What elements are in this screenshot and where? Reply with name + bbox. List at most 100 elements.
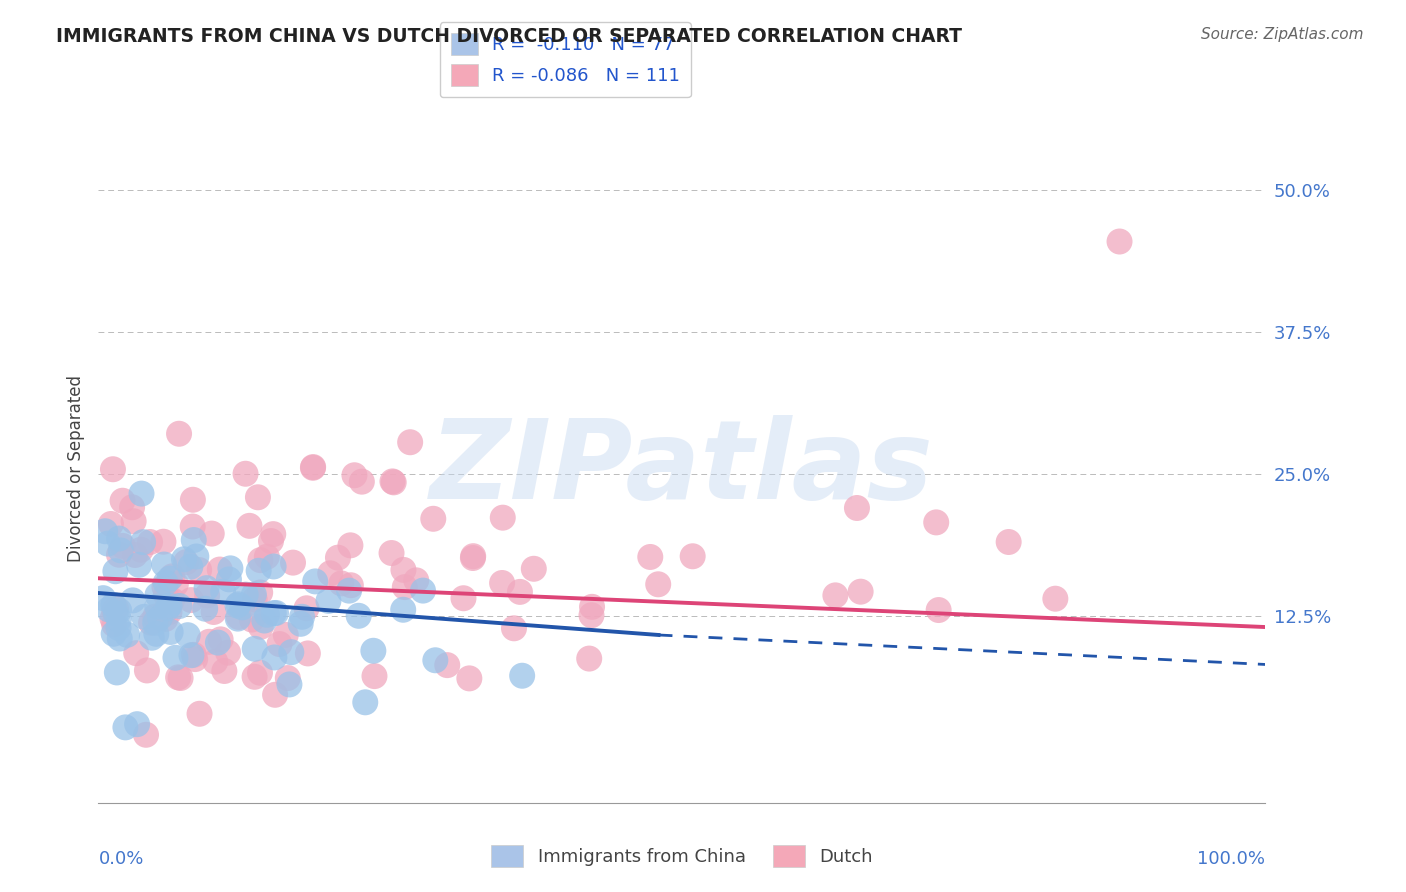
Point bbox=[180, 593, 202, 607]
Point bbox=[131, 486, 153, 500]
Point bbox=[181, 519, 204, 533]
Point bbox=[155, 575, 177, 590]
Point bbox=[155, 588, 177, 602]
Point bbox=[160, 569, 183, 583]
Point bbox=[110, 543, 132, 558]
Point bbox=[121, 500, 143, 515]
Point bbox=[363, 669, 385, 683]
Point bbox=[235, 588, 257, 602]
Text: ZIPatlas: ZIPatlas bbox=[430, 415, 934, 522]
Point bbox=[214, 664, 236, 678]
Point bbox=[149, 610, 172, 624]
Point bbox=[243, 670, 266, 684]
Point bbox=[177, 628, 200, 642]
Point bbox=[412, 583, 434, 598]
Point bbox=[219, 561, 242, 575]
Point bbox=[302, 460, 325, 475]
Point bbox=[458, 672, 481, 686]
Point bbox=[183, 533, 205, 547]
Point bbox=[101, 612, 124, 626]
Point bbox=[399, 435, 422, 450]
Point bbox=[461, 551, 484, 566]
Point bbox=[491, 576, 513, 591]
Point bbox=[115, 628, 138, 642]
Point bbox=[226, 599, 249, 613]
Point bbox=[135, 728, 157, 742]
Point bbox=[318, 594, 340, 608]
Point bbox=[111, 539, 134, 553]
Point bbox=[186, 549, 208, 564]
Point bbox=[297, 647, 319, 661]
Point bbox=[363, 644, 385, 658]
Point bbox=[143, 609, 166, 624]
Point bbox=[145, 627, 167, 641]
Point bbox=[132, 535, 155, 549]
Point bbox=[382, 475, 405, 490]
Point bbox=[111, 493, 134, 508]
Point bbox=[436, 658, 458, 673]
Point bbox=[243, 588, 266, 602]
Point bbox=[249, 585, 271, 599]
Point bbox=[381, 475, 404, 489]
Point bbox=[159, 599, 181, 613]
Point bbox=[104, 606, 127, 620]
Point bbox=[103, 617, 125, 632]
Point bbox=[114, 720, 136, 734]
Point bbox=[928, 603, 950, 617]
Text: IMMIGRANTS FROM CHINA VS DUTCH DIVORCED OR SEPARATED CORRELATION CHART: IMMIGRANTS FROM CHINA VS DUTCH DIVORCED … bbox=[56, 27, 962, 45]
Point bbox=[492, 510, 515, 524]
Point bbox=[129, 542, 152, 557]
Point bbox=[107, 621, 129, 635]
Point bbox=[246, 490, 269, 504]
Point bbox=[167, 426, 190, 441]
Point bbox=[217, 646, 239, 660]
Point bbox=[278, 677, 301, 691]
Point bbox=[260, 534, 283, 549]
Point bbox=[354, 695, 377, 709]
Point bbox=[340, 578, 363, 592]
Point bbox=[159, 605, 181, 619]
Point bbox=[181, 492, 204, 507]
Point bbox=[134, 609, 156, 624]
Point bbox=[249, 665, 271, 680]
Point bbox=[153, 580, 176, 594]
Point bbox=[180, 648, 202, 663]
Point bbox=[122, 514, 145, 528]
Text: 100.0%: 100.0% bbox=[1198, 849, 1265, 868]
Point bbox=[174, 555, 197, 569]
Point bbox=[108, 604, 131, 618]
Point bbox=[274, 628, 297, 642]
Point bbox=[350, 475, 373, 489]
Point bbox=[226, 612, 249, 626]
Point bbox=[103, 598, 125, 612]
Point bbox=[173, 552, 195, 566]
Point bbox=[104, 564, 127, 578]
Point bbox=[94, 524, 117, 539]
Point bbox=[105, 601, 128, 615]
Point bbox=[997, 535, 1019, 549]
Point bbox=[1045, 591, 1067, 606]
Point bbox=[218, 573, 240, 587]
Point bbox=[463, 549, 485, 564]
Point bbox=[238, 519, 260, 533]
Point bbox=[392, 563, 415, 577]
Point bbox=[503, 621, 526, 635]
Point bbox=[135, 664, 157, 678]
Point bbox=[209, 632, 232, 647]
Point bbox=[188, 706, 211, 721]
Point bbox=[640, 549, 662, 564]
Point bbox=[188, 563, 211, 577]
Point bbox=[330, 576, 353, 591]
Y-axis label: Divorced or Separated: Divorced or Separated bbox=[66, 375, 84, 562]
Point bbox=[240, 613, 263, 627]
Point bbox=[204, 655, 226, 669]
Point bbox=[231, 600, 253, 615]
Point bbox=[127, 717, 149, 731]
Point bbox=[392, 603, 415, 617]
Point bbox=[304, 574, 326, 589]
Point bbox=[141, 631, 163, 645]
Point bbox=[179, 559, 201, 574]
Point bbox=[108, 612, 131, 626]
Point bbox=[925, 516, 948, 530]
Point bbox=[201, 526, 224, 541]
